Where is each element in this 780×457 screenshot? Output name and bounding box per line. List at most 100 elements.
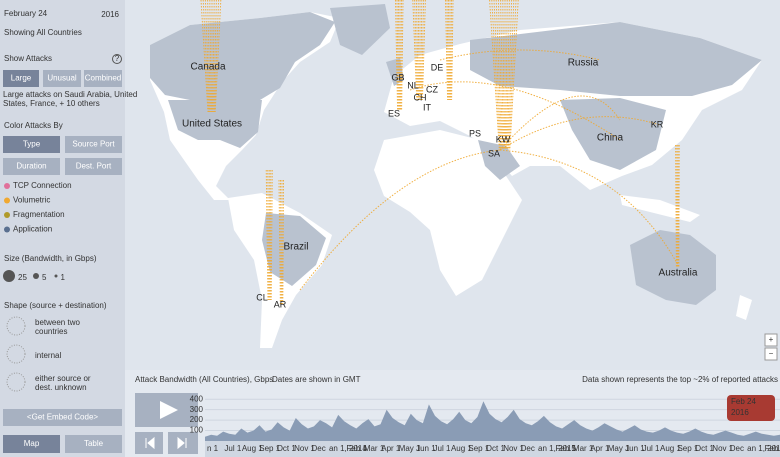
next-icon bbox=[177, 436, 187, 450]
attack-line bbox=[491, 0, 501, 151]
button[interactable] bbox=[65, 435, 122, 453]
button[interactable] bbox=[3, 70, 39, 87]
play-icon bbox=[160, 401, 178, 419]
attack-line bbox=[506, 0, 513, 151]
month-label: Sep 1 bbox=[259, 444, 280, 453]
month-label: an 1, 2014 bbox=[329, 444, 367, 453]
button[interactable] bbox=[84, 70, 122, 87]
size-swatch bbox=[33, 273, 39, 279]
legend-label: Fragmentation bbox=[13, 210, 65, 219]
help-icon[interactable] bbox=[112, 54, 122, 64]
month-label: May 1 bbox=[399, 444, 421, 453]
legend-swatch bbox=[4, 183, 10, 189]
country-label: Russia bbox=[568, 58, 599, 69]
attack-line bbox=[213, 0, 217, 113]
button-label: <Get Embed Code> bbox=[27, 413, 98, 422]
y-tick-label: 200 bbox=[190, 415, 204, 424]
attack-line bbox=[213, 0, 220, 113]
country-label: China bbox=[597, 133, 624, 144]
heading: Shape (source + destination) bbox=[4, 301, 107, 310]
timeline-title: Attack Bandwidth (All Countries), Gbps bbox=[135, 375, 273, 384]
country-label: Australia bbox=[659, 268, 698, 279]
button[interactable] bbox=[43, 70, 81, 87]
month-label: Sep 1 bbox=[677, 444, 698, 453]
month-label: Jul 1 bbox=[434, 444, 451, 453]
month-label: Jul 1 bbox=[643, 444, 660, 453]
month-label: Aug 1 bbox=[451, 444, 472, 453]
y-tick-label: 300 bbox=[190, 405, 204, 414]
month-label: Jun 1 bbox=[416, 444, 436, 453]
current-date: Feb 24 bbox=[731, 397, 756, 406]
button[interactable] bbox=[3, 158, 60, 175]
month-label: Nov 1 bbox=[712, 444, 733, 453]
button[interactable] bbox=[3, 409, 122, 426]
month-label: Aug 1 bbox=[242, 444, 263, 453]
timeline-disclaimer: Data shown represents the top ~2% of rep… bbox=[582, 375, 778, 384]
shape-icon bbox=[6, 344, 26, 364]
month-label: Mar 1 bbox=[573, 444, 594, 453]
button-label: Large bbox=[11, 74, 32, 83]
button-label: Duration bbox=[16, 162, 46, 171]
current-date-badge bbox=[727, 395, 775, 421]
country-label: Canada bbox=[190, 62, 225, 73]
subtitle: Showing All Countries bbox=[4, 28, 82, 37]
month-label: Dec bbox=[312, 444, 326, 453]
attack-line bbox=[500, 0, 504, 151]
shape-icon bbox=[6, 316, 26, 336]
bandwidth-area bbox=[205, 401, 780, 441]
month-label: Apr 1 bbox=[381, 444, 401, 453]
description: Large attacks on Saudi Arabia, United bbox=[3, 90, 137, 99]
size-label: 5 bbox=[42, 273, 47, 282]
button-label: Source Port bbox=[72, 140, 115, 149]
legend-label: Volumetric bbox=[13, 196, 50, 205]
button[interactable] bbox=[3, 136, 60, 153]
legend-swatch bbox=[4, 212, 10, 218]
legend-swatch bbox=[4, 197, 10, 204]
country-label: AR bbox=[274, 299, 287, 309]
month-label: Mar 1 bbox=[364, 444, 385, 453]
month-label: Apr 1 bbox=[590, 444, 610, 453]
attack-line bbox=[202, 0, 210, 113]
attack-line bbox=[507, 0, 515, 151]
attack-line bbox=[204, 0, 211, 113]
button[interactable] bbox=[3, 435, 60, 453]
y-tick-label: 400 bbox=[190, 394, 204, 403]
shape-icon bbox=[6, 372, 26, 392]
y-tick-label: 100 bbox=[190, 426, 204, 435]
button-label: Table bbox=[84, 439, 104, 448]
size-swatch bbox=[54, 274, 58, 278]
month-label: Feb 1 bbox=[765, 444, 780, 453]
size-label: 25 bbox=[18, 273, 27, 282]
zoom-button[interactable] bbox=[764, 333, 778, 347]
attack-line bbox=[200, 0, 209, 113]
country-label: KR bbox=[651, 119, 664, 129]
month-label: Oct 1 bbox=[695, 444, 715, 453]
zoom-button[interactable] bbox=[764, 347, 778, 361]
attack-line bbox=[493, 0, 502, 151]
country-label: PS bbox=[469, 128, 481, 138]
button[interactable] bbox=[65, 136, 122, 153]
country-label: SA bbox=[488, 148, 500, 158]
current-year: 2016 bbox=[731, 408, 749, 417]
country-label: CL bbox=[256, 292, 268, 302]
attack-line bbox=[505, 0, 508, 151]
legend-swatch bbox=[4, 226, 10, 233]
timeline-note: Dates are shown in GMT bbox=[272, 375, 361, 384]
year: 2016 bbox=[101, 10, 119, 19]
attack-line bbox=[489, 0, 500, 151]
month-label: Jul 1 bbox=[224, 444, 241, 453]
attack-line bbox=[396, 0, 399, 111]
zoom-label: + bbox=[769, 335, 774, 344]
attack-line bbox=[214, 0, 222, 113]
button-label: Map bbox=[24, 439, 40, 448]
attack-line bbox=[509, 0, 519, 151]
country-label: GB bbox=[391, 72, 404, 82]
month-label: Jun 1 bbox=[625, 444, 645, 453]
month-label: n 1 bbox=[207, 444, 219, 453]
attack-lines bbox=[200, 0, 680, 306]
attack-arc bbox=[499, 149, 679, 266]
button[interactable] bbox=[65, 158, 122, 175]
attack-arc bbox=[439, 49, 601, 61]
month-label: Dec bbox=[730, 444, 744, 453]
